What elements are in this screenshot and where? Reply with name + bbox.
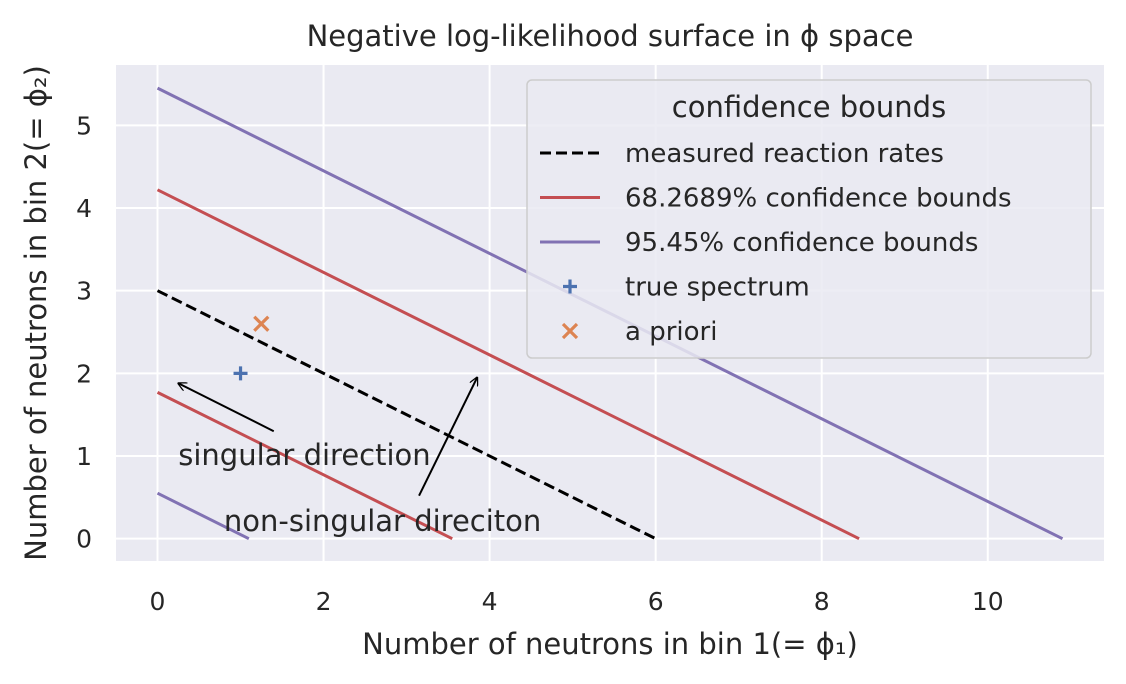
legend: confidence bounds measured reaction rate… bbox=[526, 79, 1092, 359]
singular-direction-arrow bbox=[178, 383, 275, 433]
x-axis-label: Number of neutrons in bin 1(= ϕ₁) bbox=[362, 627, 858, 661]
95-45-confidence-bounds-line bbox=[156, 491, 250, 541]
legend-label-95-45-confidence-bounds: 95.45% confidence bounds bbox=[625, 228, 978, 258]
true-spectrum-point bbox=[233, 366, 248, 381]
legend-label-a-priori: a priori bbox=[625, 317, 717, 347]
x-tick-label: 6 bbox=[648, 587, 664, 616]
legend-swatch-a-priori bbox=[561, 322, 579, 340]
chart-title: Negative log-likelihood surface in ϕ spa… bbox=[307, 19, 914, 53]
non-singular-direciton-arrow bbox=[418, 377, 477, 497]
a-priori-point bbox=[253, 315, 270, 332]
y-tick-label: 3 bbox=[76, 277, 92, 306]
y-tick-label: 4 bbox=[76, 194, 92, 223]
tick-labels: 0 2 4 6 8 10 0 1 2 3 4 5 bbox=[76, 111, 1004, 616]
68-2689-confidence-bounds-line bbox=[156, 188, 860, 541]
y-tick-label: 1 bbox=[76, 442, 92, 471]
legend-frame bbox=[526, 79, 1092, 359]
68-2689-confidence-bounds-line bbox=[156, 391, 453, 541]
measured-reaction-rates-line bbox=[156, 289, 657, 541]
x-tick-label: 10 bbox=[972, 587, 1004, 616]
x-tick-label: 8 bbox=[814, 587, 830, 616]
legend-swatch-true-spectrum bbox=[563, 279, 577, 294]
y-tick-label: 0 bbox=[76, 525, 92, 554]
x-tick-label: 2 bbox=[316, 587, 332, 616]
singular-direction-label: singular direction bbox=[178, 438, 430, 472]
x-tick-label: 0 bbox=[150, 587, 166, 616]
y-tick-label: 2 bbox=[76, 359, 92, 388]
y-axis-label: Number of neutrons in bin 2(= ϕ₂) bbox=[19, 65, 53, 561]
legend-label-measured-reaction-rates: measured reaction rates bbox=[625, 139, 944, 169]
y-tick-label: 5 bbox=[76, 111, 92, 140]
annotation-layer: singular direction non-singular direciton bbox=[178, 377, 541, 538]
legend-label-true-spectrum: true spectrum bbox=[625, 273, 810, 303]
x-tick-label: 4 bbox=[482, 587, 498, 616]
legend-title: confidence bounds bbox=[672, 90, 946, 124]
non-singular-direciton-label: non-singular direciton bbox=[224, 504, 541, 538]
legend-label-68-2689-confidence-bounds: 68.2689% confidence bounds bbox=[625, 184, 1012, 214]
